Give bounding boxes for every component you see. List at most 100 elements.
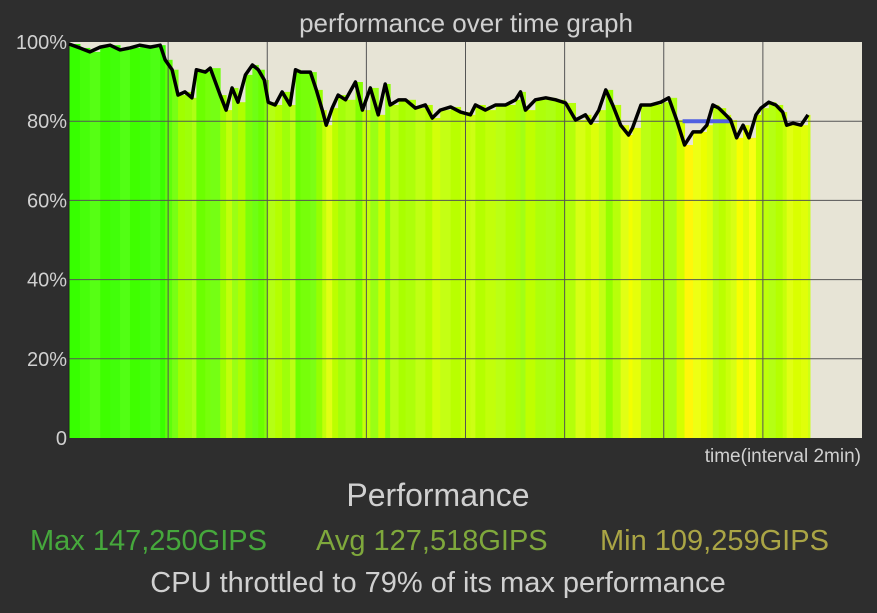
performance-stripe <box>345 99 356 438</box>
performance-stripe <box>692 131 702 438</box>
performance-stripe <box>801 125 809 438</box>
performance-stripe <box>775 104 784 439</box>
y-tick-label: 80% <box>27 111 67 133</box>
performance-stripe <box>535 99 547 438</box>
performance-stripe <box>196 69 206 438</box>
performance-stripe <box>525 110 536 438</box>
y-tick-label: 0 <box>56 428 67 450</box>
performance-stripe <box>290 104 297 439</box>
performance-stripe <box>786 125 794 438</box>
performance-stripe <box>238 102 246 438</box>
y-tick-label: 20% <box>27 349 67 371</box>
performance-stripe <box>385 83 391 438</box>
performance-stripe <box>316 89 323 438</box>
performance-stripe <box>338 95 347 439</box>
performance-stripe <box>245 74 253 439</box>
performance-stripe <box>650 104 662 439</box>
performance-stripe <box>640 104 652 439</box>
throttle-message: CPU throttled to 79% of its max performa… <box>150 567 725 599</box>
performance-stripe <box>440 110 452 438</box>
performance-stripe <box>730 120 738 439</box>
performance-stripe <box>300 72 311 438</box>
performance-stripe <box>205 72 211 438</box>
performance-stripe <box>505 104 517 439</box>
performance-stripe <box>676 120 686 439</box>
performance-stripe <box>282 91 291 438</box>
performance-stripe <box>191 97 197 438</box>
performance-stripe <box>378 114 386 438</box>
max-performance: Max 147,250GIPS <box>30 525 267 557</box>
performance-stripe <box>398 99 407 438</box>
performance-stripe <box>355 81 363 438</box>
performance-stripe <box>432 118 441 439</box>
performance-stripe <box>226 110 233 438</box>
performance-stripe <box>620 125 630 438</box>
performance-stripe <box>160 45 166 438</box>
performance-stripe <box>700 131 708 438</box>
summary-heading: Performance <box>346 477 529 513</box>
performance-stripe <box>268 102 276 438</box>
performance-stripe <box>684 144 694 438</box>
performance-stripe <box>748 137 757 438</box>
performance-color-stripes <box>69 43 811 439</box>
performance-stripe <box>793 123 802 439</box>
performance-stripe <box>120 49 131 439</box>
performance-stripe <box>743 125 750 438</box>
performance-stripe <box>598 110 607 438</box>
performance-stripe <box>184 91 193 438</box>
y-axis-ticks: 0 20% 40% 60% 80% 100% <box>16 32 67 450</box>
performance-stripe <box>605 89 614 438</box>
performance-stripe <box>660 102 670 438</box>
chart-title: performance over time graph <box>299 8 633 38</box>
performance-stripe <box>515 99 522 438</box>
performance-stripe <box>755 114 762 438</box>
performance-stripe <box>252 64 259 438</box>
performance-stripe <box>69 43 81 438</box>
performance-stripe <box>760 108 770 438</box>
performance-stripe <box>555 99 567 438</box>
performance-stripe <box>264 80 269 439</box>
performance-stripe <box>425 104 433 439</box>
performance-stripe <box>220 95 227 439</box>
performance-stripe <box>129 47 141 438</box>
performance-stripe <box>475 104 486 439</box>
performance-stripe <box>326 125 333 438</box>
performance-stripe <box>232 87 239 438</box>
performance-stripe <box>415 108 426 438</box>
performance-stripe <box>712 104 720 439</box>
performance-stripe <box>725 114 732 438</box>
performance-stripe <box>632 127 642 438</box>
y-tick-label: 100% <box>16 32 67 54</box>
performance-stripe <box>585 114 592 438</box>
performance-stripe <box>295 69 301 438</box>
performance-line <box>68 42 810 147</box>
performance-stripe <box>520 91 526 438</box>
min-performance: Min 109,259GIPS <box>600 525 829 557</box>
x-axis-label: time(interval 2min) <box>705 446 861 467</box>
performance-stripe <box>100 47 111 438</box>
performance-stripe <box>768 102 777 438</box>
performance-stripe <box>210 68 221 439</box>
performance-stripe <box>590 123 600 439</box>
performance-stripe <box>110 45 121 438</box>
performance-stripe <box>322 110 327 438</box>
performance-stripe <box>258 69 265 438</box>
performance-stripe <box>782 112 788 438</box>
performance-stripe <box>668 97 678 438</box>
performance-stripe <box>310 72 317 438</box>
performance-stripe <box>165 59 173 438</box>
performance-stripe <box>485 110 497 438</box>
performance-stripe <box>79 47 91 438</box>
performance-stripe <box>275 104 283 439</box>
performance-stripe <box>370 87 379 438</box>
performance-stripe <box>89 51 101 439</box>
performance-stripe <box>718 108 727 438</box>
performance-stripe <box>807 114 811 438</box>
performance-stripe <box>332 108 339 438</box>
performance-stripe <box>612 104 622 439</box>
performance-stripe <box>495 104 507 439</box>
performance-stripe <box>706 125 714 438</box>
performance-stripe <box>575 120 586 439</box>
performance-stripe <box>628 135 634 438</box>
